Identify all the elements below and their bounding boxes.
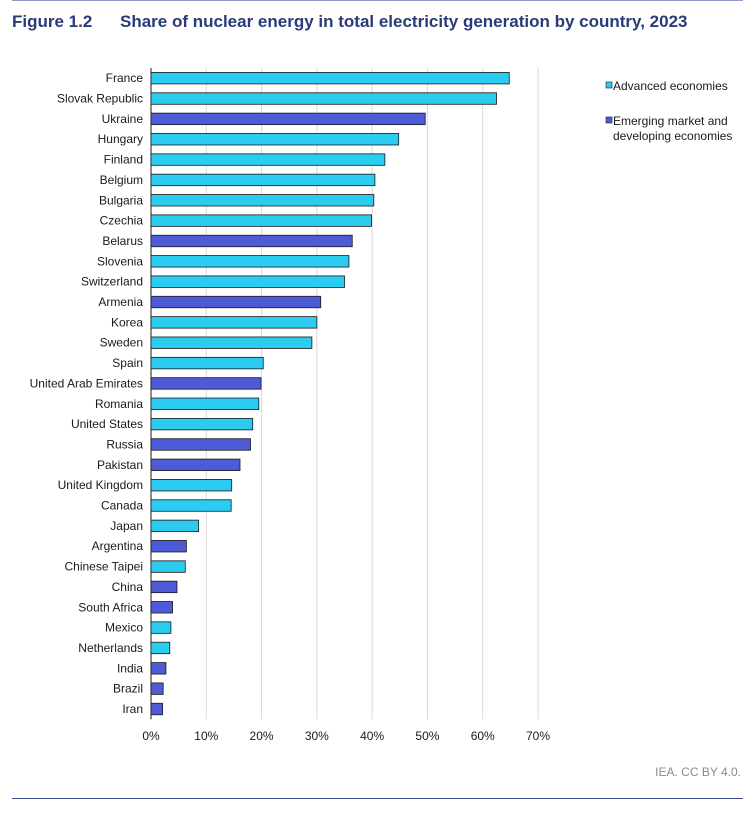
bar-france xyxy=(150,72,510,85)
category-label: China xyxy=(112,580,144,594)
category-label: Belgium xyxy=(100,173,143,187)
category-label: Argentina xyxy=(92,539,144,553)
credit-text: IEA. CC BY 4.0. xyxy=(655,765,741,779)
bar-belarus xyxy=(150,234,353,248)
category-label: Chinese Taipei xyxy=(65,560,144,574)
figure-number: Figure 1.2 xyxy=(12,12,93,31)
category-label: Slovak Republic xyxy=(57,92,143,106)
category-label: United Arab Emirates xyxy=(30,376,143,390)
x-tick-label: 0% xyxy=(142,729,160,743)
bar-pakistan xyxy=(150,458,241,471)
category-label: Finland xyxy=(104,153,143,167)
x-tick-label: 20% xyxy=(250,729,274,743)
category-label: United Kingdom xyxy=(58,478,143,492)
bar-south-africa xyxy=(150,601,173,614)
category-label: India xyxy=(117,661,143,675)
category-label: Iran xyxy=(122,702,143,716)
figure-title-text: Share of nuclear energy in total electri… xyxy=(120,12,688,31)
category-label: Korea xyxy=(111,315,143,329)
bar-brazil xyxy=(150,682,164,695)
category-label: Slovenia xyxy=(97,254,143,268)
bottom-rule xyxy=(12,798,743,799)
legend-label-advanced: Advanced economies xyxy=(613,79,728,93)
bar-romania xyxy=(150,397,260,410)
bar-slovenia xyxy=(150,255,350,268)
bar-chinese-taipei xyxy=(150,560,186,573)
legend-swatch-emerging xyxy=(605,116,613,124)
bar-ukraine xyxy=(150,112,426,126)
category-label: France xyxy=(106,71,144,85)
x-tick-label: 60% xyxy=(471,729,495,743)
category-label: Armenia xyxy=(98,295,143,309)
category-label: Pakistan xyxy=(97,458,143,472)
x-tick-label: 50% xyxy=(415,729,439,743)
figure-title: Figure 1.2 Share of nuclear energy in tot… xyxy=(12,12,687,32)
bar-belgium xyxy=(150,173,376,187)
bar-united-kingdom xyxy=(150,479,233,492)
x-tick-label: 10% xyxy=(194,729,218,743)
bar-bulgaria xyxy=(150,194,375,207)
bar-sweden xyxy=(150,336,313,349)
category-label: United States xyxy=(71,417,143,431)
bar-russia xyxy=(150,438,251,451)
bar-china xyxy=(150,580,178,594)
bar-finland xyxy=(150,153,386,166)
category-label: Netherlands xyxy=(78,641,143,655)
bar-canada xyxy=(150,499,232,512)
category-label: Russia xyxy=(106,437,143,451)
category-label: South Africa xyxy=(78,600,143,614)
category-label: Japan xyxy=(110,519,143,533)
bar-czechia xyxy=(150,214,372,227)
top-rule xyxy=(12,0,743,1)
x-tick-label: 30% xyxy=(305,729,329,743)
category-label: Sweden xyxy=(100,336,143,350)
category-label: Brazil xyxy=(113,682,143,696)
category-label: Belarus xyxy=(102,234,143,248)
bar-india xyxy=(150,662,167,675)
bar-netherlands xyxy=(150,641,171,655)
bar-iran xyxy=(150,702,164,716)
category-label: Spain xyxy=(112,356,143,370)
bar-spain xyxy=(150,356,264,370)
bar-switzerland xyxy=(150,275,345,288)
legend-swatch-advanced xyxy=(605,81,613,89)
legend-label-emerging: Emerging market and developing economies xyxy=(613,114,732,143)
bar-japan xyxy=(150,519,199,533)
category-label: Czechia xyxy=(100,214,144,228)
bar-argentina xyxy=(150,540,187,553)
category-label: Bulgaria xyxy=(99,193,143,207)
bar-united-states xyxy=(150,417,254,431)
x-tick-label: 40% xyxy=(360,729,384,743)
bar-korea xyxy=(150,316,318,329)
bar-slovak-republic xyxy=(150,92,497,105)
x-tick-label: 70% xyxy=(526,729,550,743)
category-label: Hungary xyxy=(98,132,143,146)
category-label: Canada xyxy=(101,499,143,513)
bar-hungary xyxy=(150,133,400,146)
category-label: Romania xyxy=(95,397,143,411)
bar-mexico xyxy=(150,621,172,634)
category-label: Ukraine xyxy=(102,112,144,126)
bar-armenia xyxy=(150,295,322,309)
bar-united-arab-emirates xyxy=(150,377,262,390)
category-label: Switzerland xyxy=(81,275,143,289)
category-label: Mexico xyxy=(105,621,143,635)
